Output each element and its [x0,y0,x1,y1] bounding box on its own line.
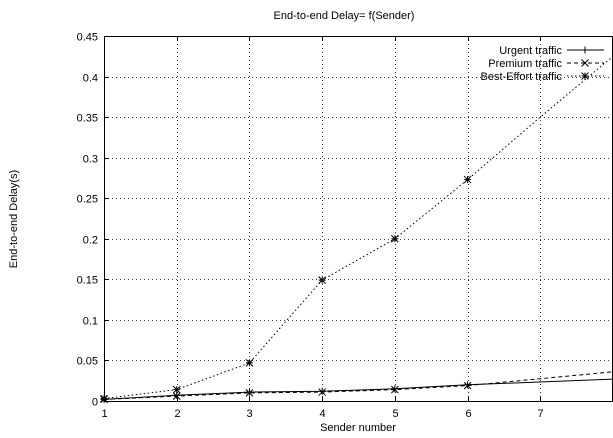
legend-marker-2-stroke [581,59,589,67]
series-2-point-stroke [463,381,472,390]
series-3-point-stroke [463,175,472,184]
series-1-point [464,381,472,389]
y-tick-label: 0.1 [83,316,98,328]
y-axis-title: End-to-end Delay(s) [8,170,20,268]
legend-marker-3-stroke [581,72,589,80]
series-2-point [463,381,472,390]
y-tick-label: 0.15 [77,275,98,287]
y-tick-label: 0.2 [83,235,98,247]
y-tick-label: 0.05 [77,356,98,368]
grid-lines [104,36,613,401]
x-tick-label: 1 [101,408,107,420]
x-tick-label: 3 [246,408,252,420]
series-1-point [391,385,399,393]
plot-frame [104,36,613,402]
legend-label-3: Best-Effort traffic [480,71,562,83]
x-tick-label: 6 [465,408,471,420]
series-2-point-stroke [391,385,399,394]
series-2-point-stroke [318,388,326,396]
legend-label-1: Urgent traffic [499,45,562,57]
series-3-point [463,175,472,184]
x-axis-title: Sender number [320,422,396,434]
series-3-point-stroke [318,276,326,284]
x-tick-label: 5 [392,408,398,420]
series-3-point [318,276,326,284]
legend-marker-1 [581,46,589,54]
series-1-point [318,387,326,395]
x-tick-label: 4 [319,408,325,420]
legend-marker-2 [581,59,589,67]
legend-label-2: Premium traffic [488,58,562,70]
x-tick-label: 2 [174,408,180,420]
chart-title: End-to-end Delay= f(Sender) [274,10,415,22]
series-2-point [391,385,399,394]
series-line-3 [103,55,613,400]
y-tick-label: 0.4 [83,73,98,85]
series-3-point-stroke [245,359,254,367]
series-2-point-stroke [245,389,254,397]
y-tick-label: 0 [92,397,98,409]
series-2-point [172,392,181,400]
legend-marker-3 [581,72,589,80]
axis-ticks: 1 2 3 4 5 6 7 0 0.05 0.1 0.15 0.2 0.25 0.3 0.35 0.4 0.45 [77,32,544,421]
series-3-point [172,385,181,394]
series-2-point [318,388,326,396]
series-3-point [391,234,399,243]
series-2-point [245,389,254,397]
x-tick-label: 7 [537,408,543,420]
series-2-point-stroke [172,392,181,400]
y-tick-label: 0.3 [83,154,98,166]
y-tick-label: 0.35 [77,113,98,125]
series-1-point [245,388,253,396]
series-3-point-stroke [391,234,399,243]
y-tick-label: 0.25 [77,194,98,206]
series-3-point-stroke [172,385,181,394]
series-line-1 [103,378,613,400]
series-3-point [245,359,254,367]
y-tick-label: 0.45 [77,32,98,44]
